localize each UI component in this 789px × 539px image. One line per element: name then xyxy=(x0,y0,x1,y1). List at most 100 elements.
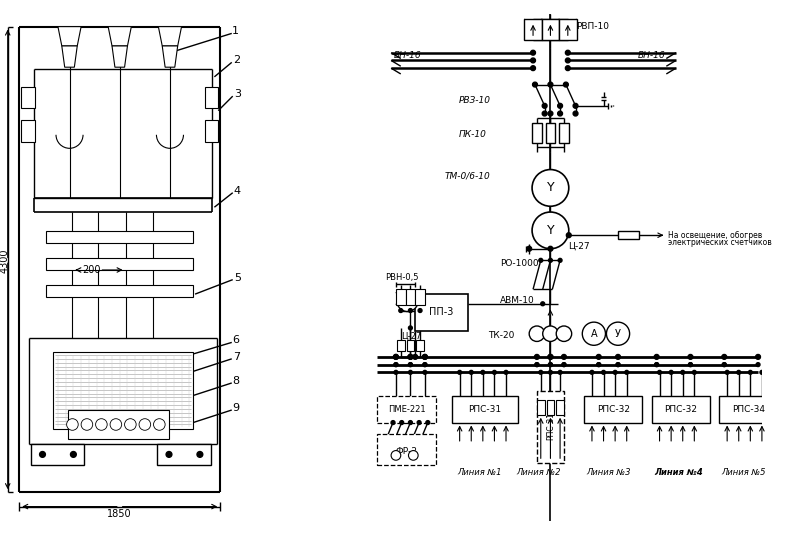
Bar xyxy=(376,396,436,423)
Circle shape xyxy=(492,370,496,374)
Text: 6: 6 xyxy=(233,335,240,345)
Circle shape xyxy=(548,82,553,87)
Text: РВН-0,5: РВН-0,5 xyxy=(385,273,419,282)
Circle shape xyxy=(398,309,402,313)
Circle shape xyxy=(548,363,552,367)
Circle shape xyxy=(558,258,562,262)
Circle shape xyxy=(394,370,398,374)
Circle shape xyxy=(409,370,413,374)
Circle shape xyxy=(681,370,685,374)
Circle shape xyxy=(548,111,553,116)
Bar xyxy=(396,289,406,305)
Text: РВЗ-10: РВЗ-10 xyxy=(458,96,491,106)
Circle shape xyxy=(655,363,659,367)
Circle shape xyxy=(394,363,398,367)
Bar xyxy=(415,294,469,331)
Text: ПП-3: ПП-3 xyxy=(429,307,454,317)
Polygon shape xyxy=(112,46,128,67)
Polygon shape xyxy=(159,26,181,46)
Circle shape xyxy=(531,66,536,71)
Circle shape xyxy=(504,370,508,374)
Circle shape xyxy=(391,451,401,460)
Text: РО-1000: РО-1000 xyxy=(500,259,539,268)
Circle shape xyxy=(760,370,764,374)
Bar xyxy=(417,340,424,351)
Circle shape xyxy=(749,370,752,374)
Circle shape xyxy=(154,419,165,430)
Circle shape xyxy=(535,363,539,367)
Circle shape xyxy=(417,420,421,425)
Circle shape xyxy=(556,326,572,341)
Circle shape xyxy=(81,419,92,430)
Circle shape xyxy=(689,363,693,367)
Text: РПС-34: РПС-34 xyxy=(732,405,765,413)
Circle shape xyxy=(548,258,552,262)
Circle shape xyxy=(394,363,398,367)
Bar xyxy=(406,340,414,351)
Circle shape xyxy=(616,363,620,367)
Bar xyxy=(53,352,193,430)
Bar xyxy=(559,123,569,142)
Circle shape xyxy=(722,363,726,367)
Circle shape xyxy=(39,452,46,457)
Circle shape xyxy=(562,363,566,367)
Text: РПС-31: РПС-31 xyxy=(546,412,555,440)
Text: 7: 7 xyxy=(233,352,240,362)
Text: 8: 8 xyxy=(233,376,240,386)
Circle shape xyxy=(408,355,413,360)
Bar xyxy=(532,123,542,142)
Circle shape xyxy=(481,370,484,374)
Circle shape xyxy=(654,355,659,360)
Circle shape xyxy=(423,363,427,367)
Circle shape xyxy=(562,363,566,367)
Bar xyxy=(546,123,555,142)
Bar xyxy=(376,434,436,465)
Circle shape xyxy=(566,66,570,71)
Text: ВН-16: ВН-16 xyxy=(638,51,665,60)
Text: Линия №1: Линия №1 xyxy=(457,468,501,477)
Circle shape xyxy=(110,419,122,430)
Circle shape xyxy=(596,363,600,367)
Text: ФР-2: ФР-2 xyxy=(395,447,417,455)
Circle shape xyxy=(562,355,567,360)
Bar xyxy=(397,340,405,351)
Circle shape xyxy=(409,309,413,313)
Circle shape xyxy=(688,355,693,360)
Bar xyxy=(452,396,518,423)
Circle shape xyxy=(422,355,428,360)
Circle shape xyxy=(529,326,544,341)
Text: ПК-10: ПК-10 xyxy=(458,130,487,139)
Circle shape xyxy=(394,355,398,360)
Circle shape xyxy=(590,370,594,374)
Text: 5: 5 xyxy=(234,273,241,283)
Text: 200: 200 xyxy=(82,265,100,275)
Text: Ц-27: Ц-27 xyxy=(568,241,589,250)
Circle shape xyxy=(125,419,136,430)
Text: На освещение, обогрев: На освещение, обогрев xyxy=(668,231,762,240)
Circle shape xyxy=(625,370,629,374)
Circle shape xyxy=(413,355,417,360)
Bar xyxy=(47,286,193,297)
Bar xyxy=(21,120,35,142)
Circle shape xyxy=(543,326,558,341)
Bar xyxy=(406,289,415,305)
Bar xyxy=(547,400,555,415)
Circle shape xyxy=(566,58,570,63)
Circle shape xyxy=(616,363,620,367)
Text: 4300: 4300 xyxy=(0,248,9,273)
Circle shape xyxy=(655,363,659,367)
Circle shape xyxy=(423,370,427,374)
Circle shape xyxy=(66,419,78,430)
Text: А: А xyxy=(591,329,597,338)
Circle shape xyxy=(613,370,617,374)
Circle shape xyxy=(532,212,569,248)
Circle shape xyxy=(722,355,727,360)
Text: ПМЕ-221: ПМЕ-221 xyxy=(387,405,425,413)
Circle shape xyxy=(409,363,413,367)
Text: В: В xyxy=(404,296,411,306)
Text: АВМ-10: АВМ-10 xyxy=(500,296,535,306)
Bar xyxy=(618,231,639,239)
Polygon shape xyxy=(58,26,81,46)
Bar xyxy=(204,86,219,108)
Circle shape xyxy=(391,420,395,425)
